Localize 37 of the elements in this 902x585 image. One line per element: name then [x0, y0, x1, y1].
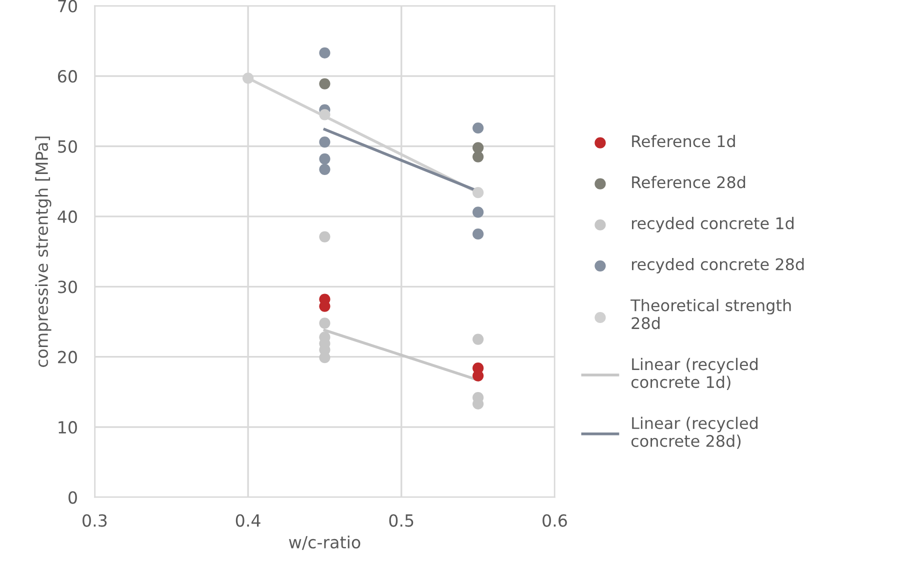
point — [319, 78, 330, 90]
point — [319, 153, 330, 164]
point — [319, 318, 330, 329]
x-tick-label: 0.3 — [82, 514, 107, 527]
point — [472, 151, 484, 162]
legend-label: Reference 28d — [632, 176, 746, 188]
point — [472, 122, 484, 134]
y-axis-title: compressive strentgh [MPa] — [35, 136, 52, 367]
point — [472, 334, 484, 345]
x-tick-label: 0.4 — [236, 514, 260, 527]
x-tick-label: 0.5 — [389, 514, 414, 527]
x-tick-label: 0.6 — [542, 514, 567, 527]
point — [319, 136, 330, 148]
y-tick-label: 30 — [58, 280, 77, 294]
x-axis-title: w/c-ratio — [288, 536, 360, 550]
point — [472, 142, 484, 154]
y-tick-label: 10 — [58, 421, 77, 434]
point — [472, 187, 484, 198]
point — [472, 228, 484, 240]
y-tick-label: 0 — [68, 491, 77, 504]
y-tick-label: 20 — [58, 350, 77, 364]
point — [319, 164, 330, 175]
legend-label: Linear (recycled concrete 1d) — [631, 358, 758, 390]
legend-label: recyded concrete 28d — [632, 258, 804, 274]
y-tick-label: 60 — [58, 70, 77, 83]
point — [319, 109, 330, 120]
legend-label: recyded concrete 1d — [632, 216, 794, 232]
legend-label: Theoretical strength 28d — [630, 298, 791, 330]
point — [472, 206, 484, 218]
point — [319, 47, 330, 58]
y-tick-label: 50 — [58, 140, 77, 153]
legend-label: Reference 1d — [632, 134, 735, 148]
legend-label: Linear (recycled concrete 28d) — [631, 416, 758, 449]
y-tick-label: 70 — [58, 0, 77, 12]
y-tick-label: 40 — [58, 210, 77, 224]
point — [319, 231, 330, 242]
point — [242, 72, 254, 84]
